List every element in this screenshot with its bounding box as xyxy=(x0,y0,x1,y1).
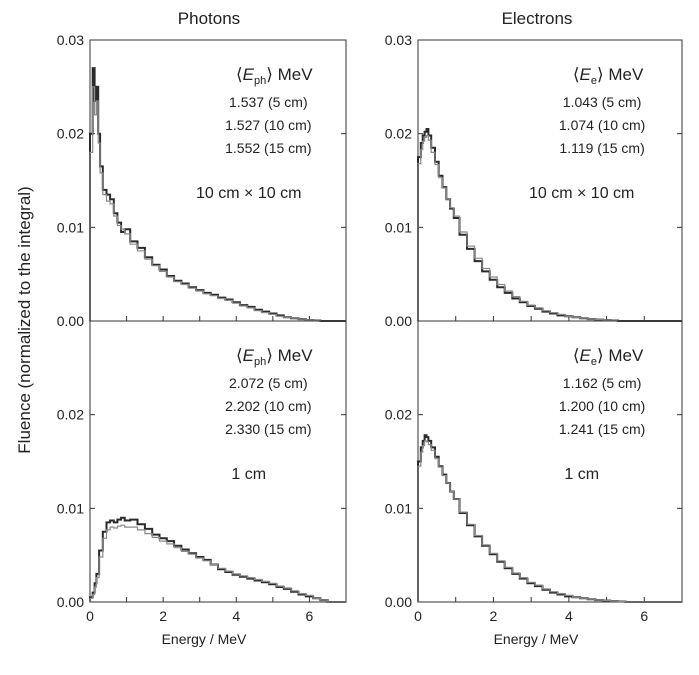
panel-electrons-10cm: 0.00 0.01 0.02 0.03 ⟨Ee⟩ MeV 1.043 (5 cm) 1.07… xyxy=(385,32,683,329)
y-tick-label: 0.01 xyxy=(385,219,412,235)
y-tick-label: 0.00 xyxy=(57,313,84,329)
y-tick-label: 0.03 xyxy=(385,32,412,48)
mean-energy-value: 1.241 (15 cm) xyxy=(559,421,645,437)
series-line-2 xyxy=(417,134,682,322)
x-tick-label: 6 xyxy=(640,608,648,624)
y-tick-label: 0.03 xyxy=(57,32,84,48)
mean-energy-value: 1.200 (10 cm) xyxy=(559,398,645,414)
panel-photons-1cm: 0.00 0.01 0.02 0 2 4 6 Energy / MeV ⟨Eph⟩ MeV 2.0… xyxy=(57,320,347,647)
series-line-1 xyxy=(417,128,682,322)
mean-energy-value: 2.330 (15 cm) xyxy=(225,421,311,437)
mean-energy-label: ⟨Eph⟩ MeV xyxy=(236,65,313,87)
x-tick-label: 2 xyxy=(490,608,498,624)
y-tick-label: 0.02 xyxy=(57,407,84,423)
x-axis-label: Energy / MeV xyxy=(162,631,247,647)
column-title-electrons: Electrons xyxy=(502,9,573,28)
mean-energy-value: 2.072 (5 cm) xyxy=(229,375,308,391)
mean-energy-value: 1.527 (10 cm) xyxy=(225,117,311,133)
x-tick-label: 0 xyxy=(414,608,422,624)
y-tick-label: 0.02 xyxy=(57,126,84,142)
series-line-1 xyxy=(89,516,346,603)
series-line-1 xyxy=(417,434,682,603)
x-tick-label: 2 xyxy=(159,608,167,624)
y-tick-label: 0.02 xyxy=(385,126,412,142)
mean-energy-value: 1.043 (5 cm) xyxy=(563,94,642,110)
mean-energy-value: 2.202 (10 cm) xyxy=(225,398,311,414)
field-size-label: 10 cm × 10 cm xyxy=(529,185,634,202)
series-line-2 xyxy=(417,440,682,603)
y-tick-label: 0.02 xyxy=(385,407,412,423)
mean-energy-value: 1.537 (5 cm) xyxy=(229,94,308,110)
panel-electrons-1cm: 0.00 0.01 0.02 0 2 4 6 Energy / MeV ⟨Ee⟩ MeV 1.16… xyxy=(385,320,683,647)
x-tick-label: 4 xyxy=(565,608,573,624)
series-line-2 xyxy=(89,86,346,322)
y-tick-label: 0.00 xyxy=(385,594,412,610)
mean-energy-label: ⟨Ee⟩ MeV xyxy=(573,65,644,87)
y-tick-label: 0.00 xyxy=(385,313,412,329)
x-axis-label: Energy / MeV xyxy=(494,631,579,647)
x-tick-label: 4 xyxy=(232,608,240,624)
field-size-label: 1 cm xyxy=(231,466,266,483)
mean-energy-value: 1.552 (15 cm) xyxy=(225,140,311,156)
y-axis-label: Fluence (normalized to the integral) xyxy=(15,186,34,453)
panels: 0.00 0.01 0.02 0.03 ⟨Eph⟩ MeV 1.537 (5 cm) 1.5… xyxy=(57,32,683,647)
y-tick-label: 0.01 xyxy=(57,219,84,235)
y-tick-label: 0.01 xyxy=(385,500,412,516)
y-tick-label: 0.01 xyxy=(57,500,84,516)
x-tick-label: 0 xyxy=(86,608,94,624)
column-title-photons: Photons xyxy=(178,9,240,28)
mean-energy-value: 1.119 (15 cm) xyxy=(559,140,644,156)
y-tick-label: 0.00 xyxy=(57,594,84,610)
panel-photons-10cm: 0.00 0.01 0.02 0.03 ⟨Eph⟩ MeV 1.537 (5 cm) 1.5… xyxy=(57,32,347,329)
series-line-2 xyxy=(89,524,346,603)
mean-energy-label: ⟨Ee⟩ MeV xyxy=(573,346,644,368)
mean-energy-value: 1.162 (5 cm) xyxy=(563,375,642,391)
mean-energy-label: ⟨Eph⟩ MeV xyxy=(236,346,313,368)
field-size-label: 1 cm xyxy=(564,466,599,483)
x-tick-label: 6 xyxy=(306,608,314,624)
mean-energy-value: 1.074 (10 cm) xyxy=(559,117,645,133)
field-size-label: 10 cm × 10 cm xyxy=(196,185,301,202)
plot-frame xyxy=(89,320,347,603)
